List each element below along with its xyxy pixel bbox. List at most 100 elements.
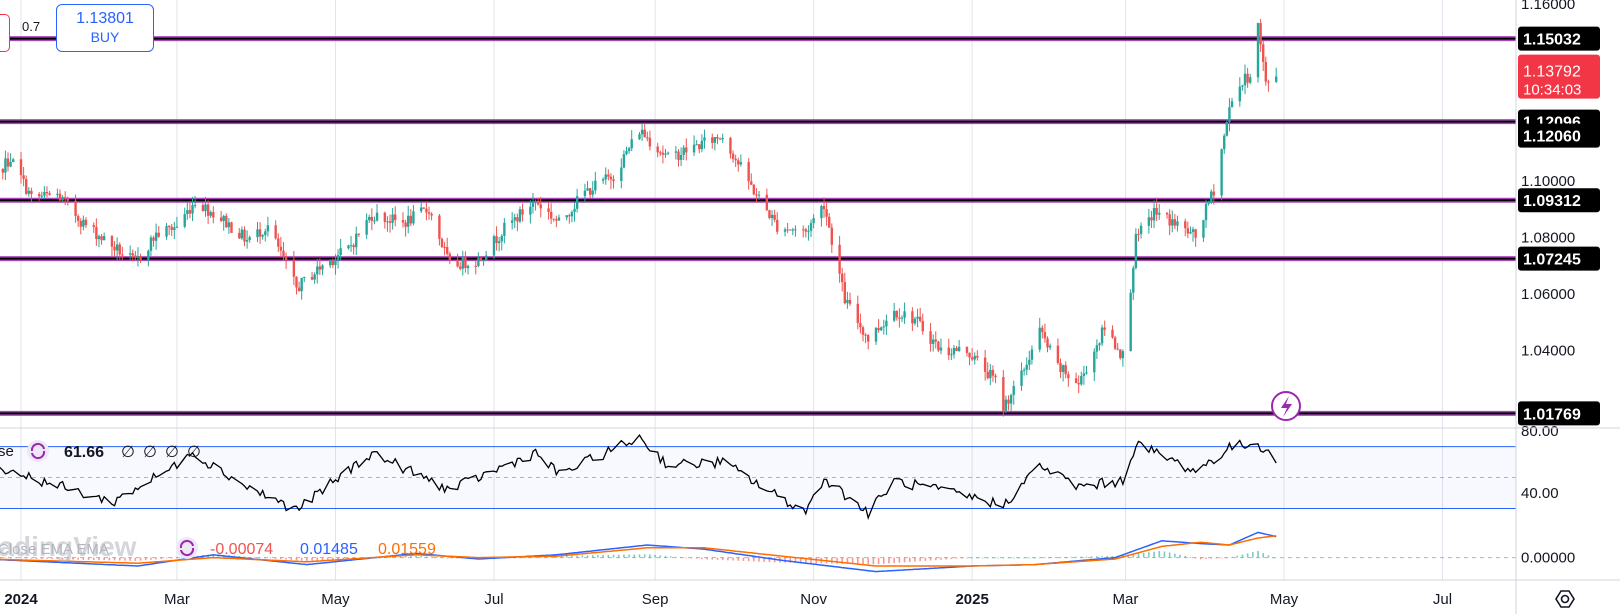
candle-body — [1147, 217, 1151, 226]
candle-body — [1056, 345, 1060, 363]
macd-histogram-bar — [945, 557, 947, 560]
candle-body — [484, 255, 488, 261]
macd-histogram-bar — [1226, 557, 1228, 559]
candle-body — [752, 184, 756, 195]
candle-body — [1243, 73, 1247, 86]
macd-value: -0.00074 — [210, 541, 273, 558]
candle-body — [497, 241, 501, 244]
lightning-icon[interactable] — [1271, 391, 1301, 421]
macd-histogram-bar — [669, 556, 672, 558]
macd-histogram-bar — [732, 557, 734, 561]
macd-histogram-bar — [269, 557, 272, 559]
candle-body — [950, 354, 953, 356]
macd-histogram-bar — [399, 556, 402, 558]
macd-histogram-bar — [1033, 557, 1036, 559]
macd-histogram-bar — [680, 557, 682, 559]
macd-histogram-bar — [1168, 552, 1171, 558]
candle-body — [934, 339, 937, 342]
current-price-tag — [1518, 54, 1600, 99]
macd-histogram-bar — [72, 557, 74, 560]
candle-body — [445, 247, 449, 254]
macd-histogram-bar — [519, 557, 521, 559]
candle-body — [425, 208, 428, 213]
macd-histogram-bar — [77, 557, 79, 560]
candle-body — [438, 215, 441, 239]
macd-histogram-bar — [1236, 555, 1239, 558]
macd-histogram-bar — [321, 557, 324, 561]
candle-body — [931, 339, 935, 344]
candle-body — [588, 188, 592, 195]
candle-body — [664, 153, 667, 155]
candle-body — [1158, 212, 1161, 215]
candle-body — [1048, 345, 1052, 348]
macd-histogram-bar — [306, 557, 308, 561]
macd-histogram-bar — [1064, 556, 1067, 558]
macd-histogram-bar — [1257, 550, 1259, 558]
candle-body — [679, 154, 683, 160]
candle-body — [1043, 332, 1047, 339]
macd-histogram-bar — [789, 557, 792, 563]
candle-body — [297, 287, 301, 292]
candle-body — [1119, 349, 1122, 359]
candle-body — [1025, 364, 1028, 370]
macd-histogram-bar — [1200, 557, 1202, 560]
candle-body — [791, 229, 795, 231]
candle-body — [316, 266, 319, 275]
candle-body — [1007, 399, 1010, 404]
settings-icon[interactable] — [1554, 588, 1576, 610]
candle-body — [1168, 214, 1171, 226]
candle-body — [430, 213, 433, 216]
candle-body — [22, 175, 25, 179]
candle-body — [152, 237, 155, 241]
candle-body — [682, 147, 685, 155]
candle-body — [336, 254, 340, 260]
macd-histogram-bar — [15, 557, 17, 559]
macd-histogram-bar — [1158, 551, 1161, 558]
candle-body — [700, 140, 704, 150]
macd-histogram-bar — [295, 557, 298, 561]
candle-body — [970, 357, 974, 360]
macd-histogram-bar — [456, 557, 459, 559]
candle-body — [206, 204, 210, 216]
level-price-tag — [1518, 246, 1600, 271]
candle-body — [147, 250, 150, 260]
candle-body — [347, 245, 350, 249]
macd-histogram-bar — [607, 554, 610, 558]
candle-body — [885, 320, 888, 327]
buy-button[interactable]: 1.13801 BUY — [56, 4, 154, 52]
macd-histogram-bar — [9, 557, 12, 559]
candle-body — [1204, 203, 1208, 221]
x-tick-label: Jul — [1433, 591, 1452, 608]
macd-histogram-bar — [701, 557, 703, 560]
macd-histogram-bar — [591, 555, 594, 558]
candle-body — [586, 188, 589, 191]
candle-body — [549, 211, 553, 219]
x-tick-label: May — [321, 591, 350, 608]
candle-body — [921, 320, 924, 332]
macd-histogram-bar — [108, 557, 111, 561]
refresh-icon — [176, 537, 198, 559]
candle-body — [448, 253, 451, 260]
candle-body — [1022, 369, 1026, 371]
candle-body — [225, 215, 228, 228]
candle-body — [261, 235, 264, 237]
candle-body — [692, 144, 696, 153]
candle-body — [1238, 86, 1242, 102]
candle-body — [518, 209, 522, 222]
sell-box-edge[interactable] — [0, 14, 10, 52]
candle-body — [61, 197, 64, 201]
macd-histogram-bar — [1101, 556, 1103, 558]
candle-body — [737, 160, 740, 165]
macd-histogram-bar — [430, 556, 433, 558]
candle-body — [846, 299, 849, 304]
candle-body — [383, 212, 387, 222]
candle-body — [209, 212, 212, 216]
candle-body — [1028, 359, 1031, 365]
horizontal-levels[interactable] — [0, 36, 1516, 416]
candle-body — [729, 137, 732, 154]
candle-body — [295, 276, 298, 288]
candle-body — [440, 238, 444, 247]
candle-body — [843, 282, 847, 304]
rsi-empty-value: ∅ — [165, 444, 179, 461]
